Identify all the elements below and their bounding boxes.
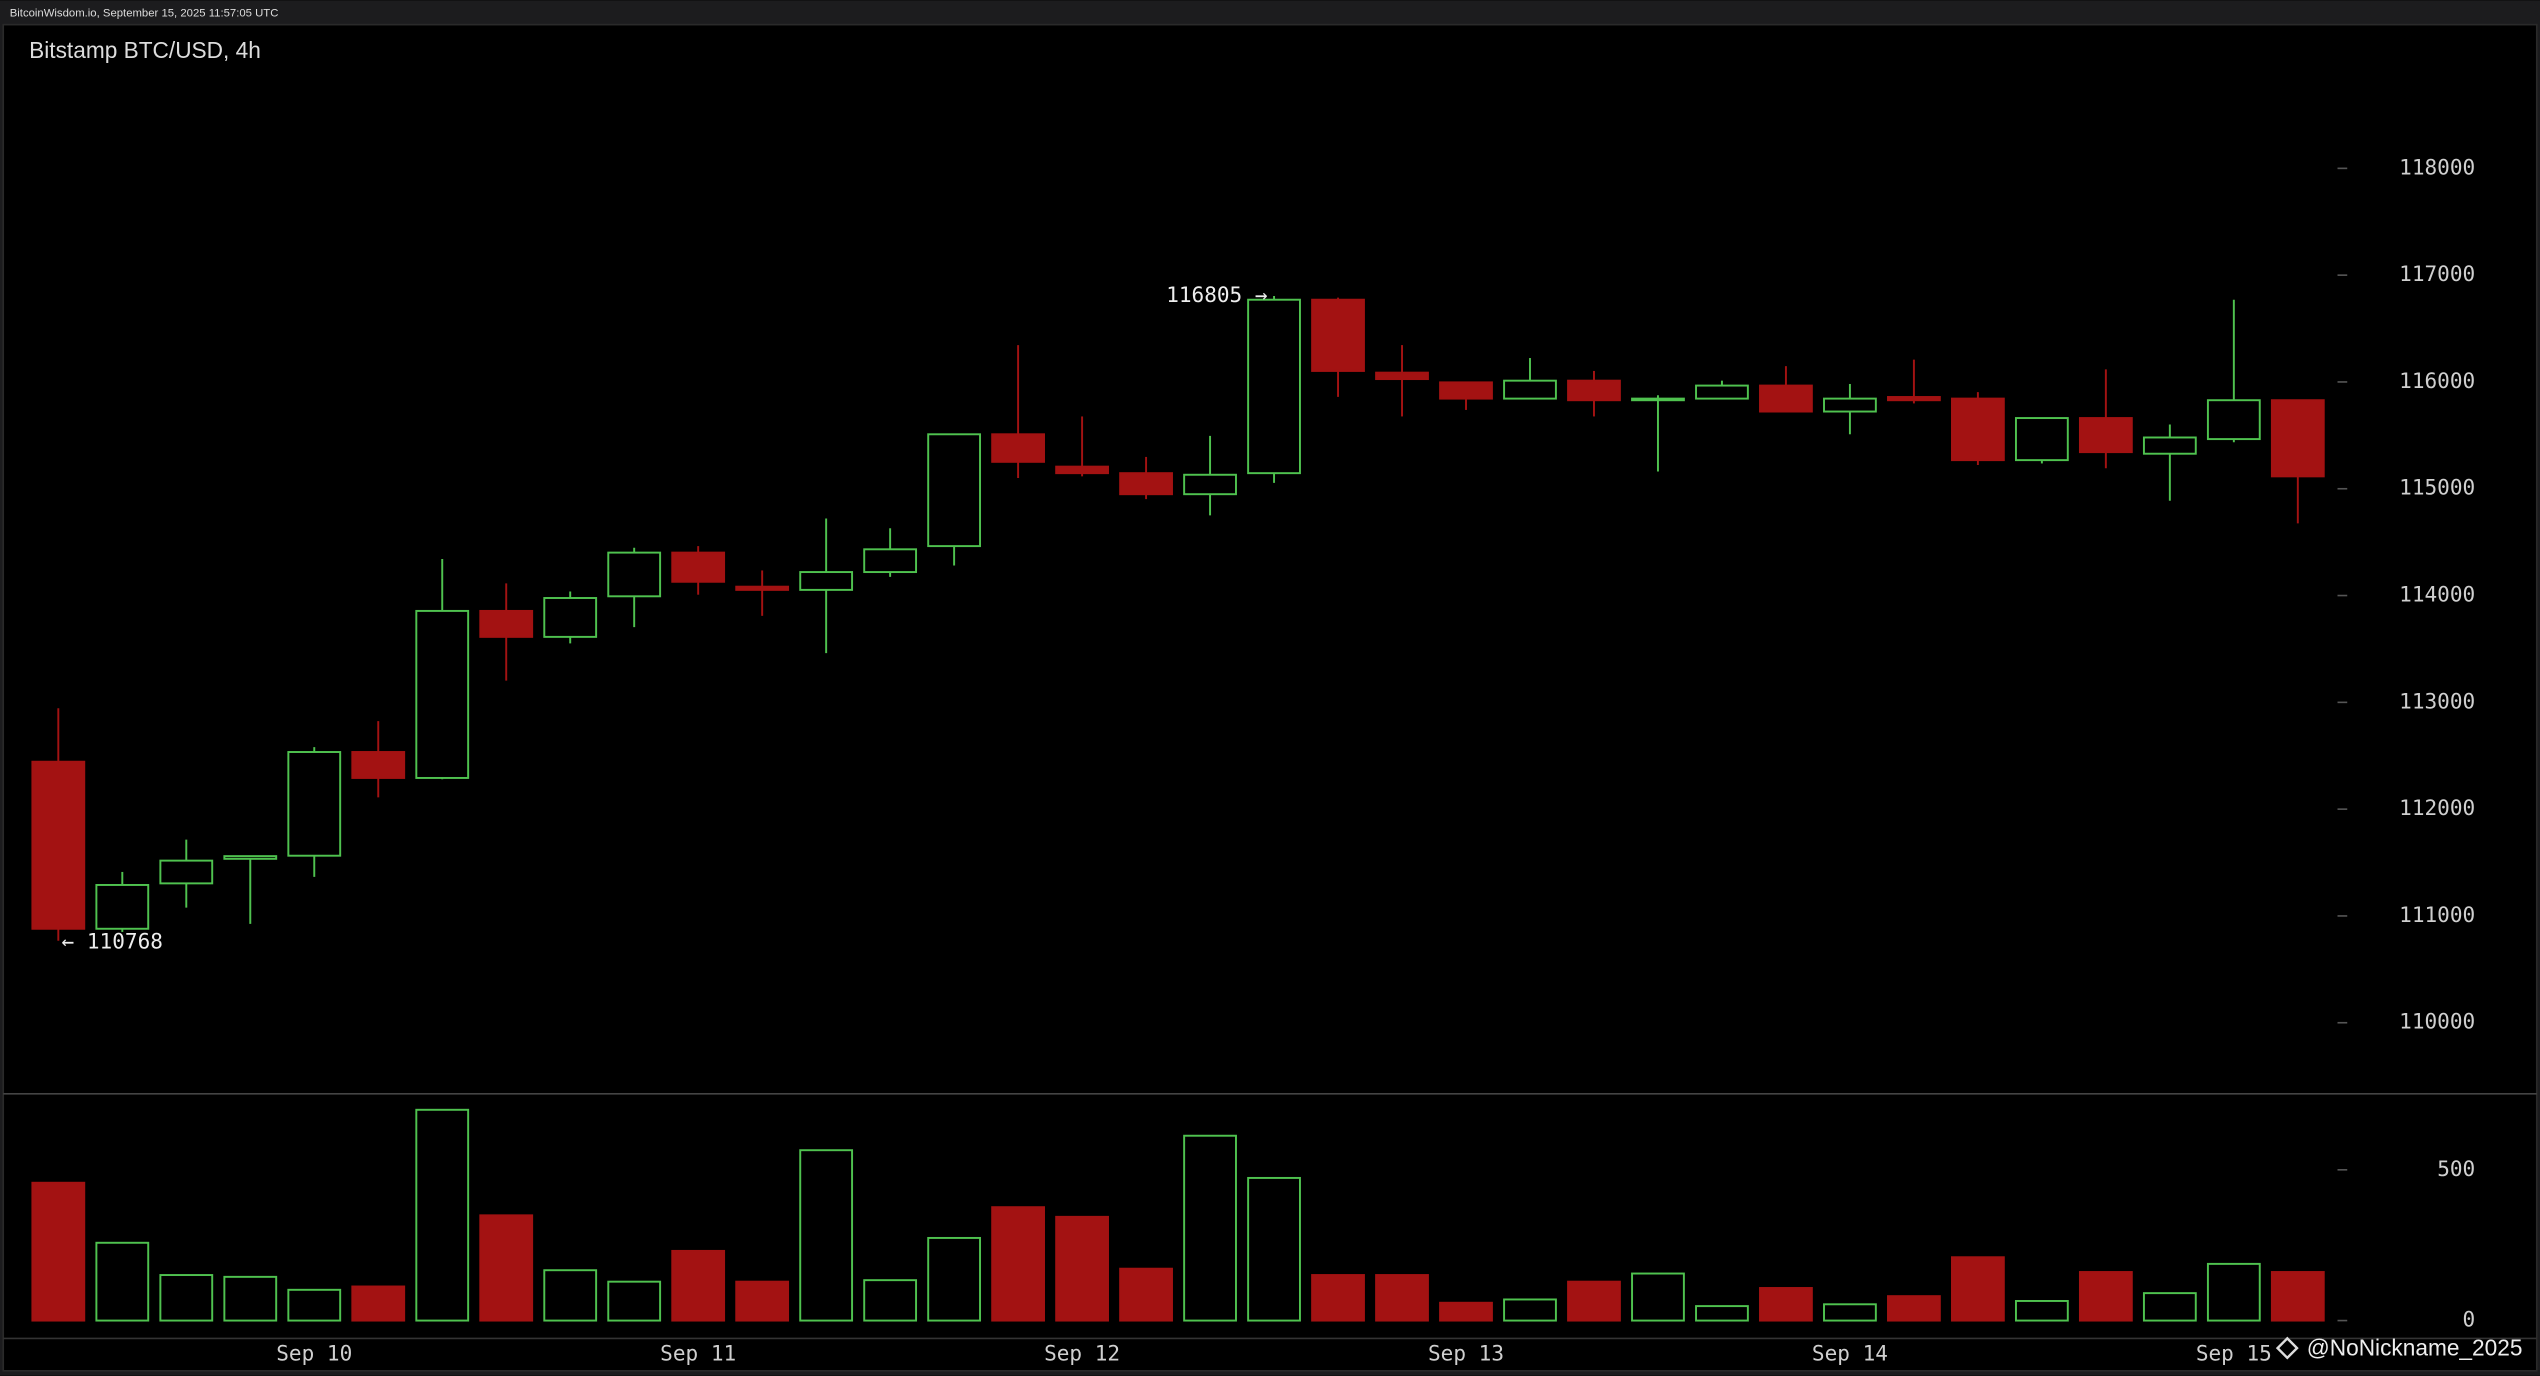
candle-body bbox=[415, 609, 470, 779]
volume-bar bbox=[927, 1236, 982, 1322]
y-tick-label: 115000 bbox=[2399, 475, 2475, 500]
y-tick-label: 110000 bbox=[2399, 1009, 2475, 1034]
volume-bar bbox=[1311, 1274, 1365, 1322]
volume-bar bbox=[735, 1280, 790, 1322]
y-tick-label: 500 bbox=[2437, 1156, 2475, 1181]
y-tick-label: 114000 bbox=[2399, 582, 2475, 607]
chart-panel bbox=[2, 23, 2538, 1372]
volume-bar bbox=[2206, 1262, 2261, 1322]
volume-bar bbox=[991, 1206, 1045, 1322]
volume-bar bbox=[543, 1269, 598, 1322]
candle-body bbox=[31, 760, 86, 930]
volume-bar bbox=[1183, 1134, 1237, 1322]
volume-bar bbox=[287, 1288, 342, 1322]
candle-body bbox=[2270, 399, 2325, 478]
candle-body bbox=[1695, 384, 1749, 400]
x-tick-label: Sep 14 bbox=[1812, 1341, 1888, 1366]
candle-body bbox=[1247, 298, 1301, 475]
candle-body bbox=[735, 585, 790, 591]
y-tick-label: 0 bbox=[2463, 1307, 2476, 1332]
candle-body bbox=[2078, 417, 2133, 454]
volume-bar bbox=[1055, 1215, 1109, 1322]
volume-bar bbox=[799, 1149, 854, 1322]
y-tick-label: 113000 bbox=[2399, 688, 2475, 713]
volume-bar bbox=[2142, 1292, 2197, 1322]
candle-body bbox=[1311, 298, 1365, 372]
candle-body bbox=[2014, 417, 2069, 462]
volume-bar bbox=[1951, 1256, 2005, 1322]
chart-title: Bitstamp BTC/USD, 4h bbox=[29, 37, 261, 63]
candle-body bbox=[2206, 399, 2261, 441]
candle-body bbox=[1375, 371, 1429, 381]
volume-bar bbox=[1439, 1301, 1493, 1322]
volume-bar bbox=[1247, 1176, 1301, 1322]
volume-bar bbox=[1823, 1303, 1877, 1322]
candle-body bbox=[927, 433, 982, 548]
candle-body bbox=[1567, 379, 1621, 402]
volume-bar bbox=[95, 1241, 150, 1322]
volume-bar bbox=[1119, 1267, 1173, 1322]
candle-body bbox=[1503, 379, 1557, 400]
candle-body bbox=[223, 855, 278, 860]
candle-body bbox=[479, 609, 534, 638]
candle-body bbox=[287, 751, 342, 857]
x-tick-label: Sep 11 bbox=[660, 1341, 736, 1366]
volume-bar bbox=[1567, 1280, 1621, 1322]
x-tick-label: Sep 10 bbox=[276, 1341, 352, 1366]
candle-body bbox=[159, 859, 214, 885]
volume-bar bbox=[1695, 1305, 1749, 1322]
candle-body bbox=[351, 751, 406, 779]
volume-bar bbox=[2078, 1271, 2133, 1322]
watermark-icon bbox=[2275, 1336, 2299, 1360]
volume-bar bbox=[1631, 1272, 1685, 1322]
candle-body bbox=[1439, 381, 1493, 400]
volume-bar bbox=[863, 1279, 918, 1322]
candle-body bbox=[2142, 436, 2197, 455]
watermark: @NoNickname_2025 bbox=[2275, 1335, 2523, 1361]
candle-body bbox=[1823, 397, 1877, 413]
volume-bar bbox=[31, 1181, 86, 1322]
candle-body bbox=[863, 548, 918, 574]
header-text: BitcoinWisdom.io, September 15, 2025 11:… bbox=[10, 7, 279, 19]
candle-body bbox=[799, 571, 854, 591]
volume-bar bbox=[2014, 1299, 2069, 1322]
candle-body bbox=[1631, 397, 1685, 402]
volume-bar bbox=[1375, 1274, 1429, 1322]
y-tick-label: 111000 bbox=[2399, 902, 2475, 927]
min-annotation: ← 110768 bbox=[62, 928, 163, 953]
candle-body bbox=[991, 433, 1045, 463]
candle-body bbox=[1951, 397, 2005, 462]
volume-bar bbox=[159, 1274, 214, 1322]
candle-body bbox=[543, 597, 598, 638]
x-tick-label: Sep 12 bbox=[1044, 1341, 1120, 1366]
x-tick-label: Sep 15 bbox=[2196, 1341, 2272, 1366]
candle-body bbox=[671, 551, 726, 583]
y-tick-label: 118000 bbox=[2399, 154, 2475, 179]
volume-bar bbox=[1503, 1298, 1557, 1322]
volume-bar bbox=[2270, 1271, 2325, 1322]
candle-body bbox=[1759, 384, 1813, 413]
x-tick-label: Sep 13 bbox=[1428, 1341, 1504, 1366]
volume-bar bbox=[223, 1275, 278, 1322]
candle-body bbox=[1119, 472, 1173, 496]
volume-bar bbox=[1887, 1295, 1941, 1322]
volume-bar bbox=[351, 1285, 406, 1322]
candle-body bbox=[1887, 396, 1941, 402]
candle-body bbox=[1183, 473, 1237, 496]
volume-bar bbox=[479, 1214, 534, 1322]
y-tick-label: 116000 bbox=[2399, 368, 2475, 393]
max-annotation: 116805 → bbox=[1166, 282, 1267, 307]
candle-body bbox=[607, 551, 662, 598]
y-tick-label: 112000 bbox=[2399, 795, 2475, 820]
candle-body bbox=[95, 884, 150, 930]
volume-bar bbox=[415, 1108, 470, 1322]
candle-body bbox=[1055, 465, 1109, 475]
volume-bar bbox=[1759, 1287, 1813, 1322]
watermark-text: @NoNickname_2025 bbox=[2307, 1335, 2523, 1361]
volume-bar bbox=[671, 1249, 726, 1322]
volume-bar bbox=[607, 1280, 662, 1322]
y-tick-label: 117000 bbox=[2399, 261, 2475, 286]
